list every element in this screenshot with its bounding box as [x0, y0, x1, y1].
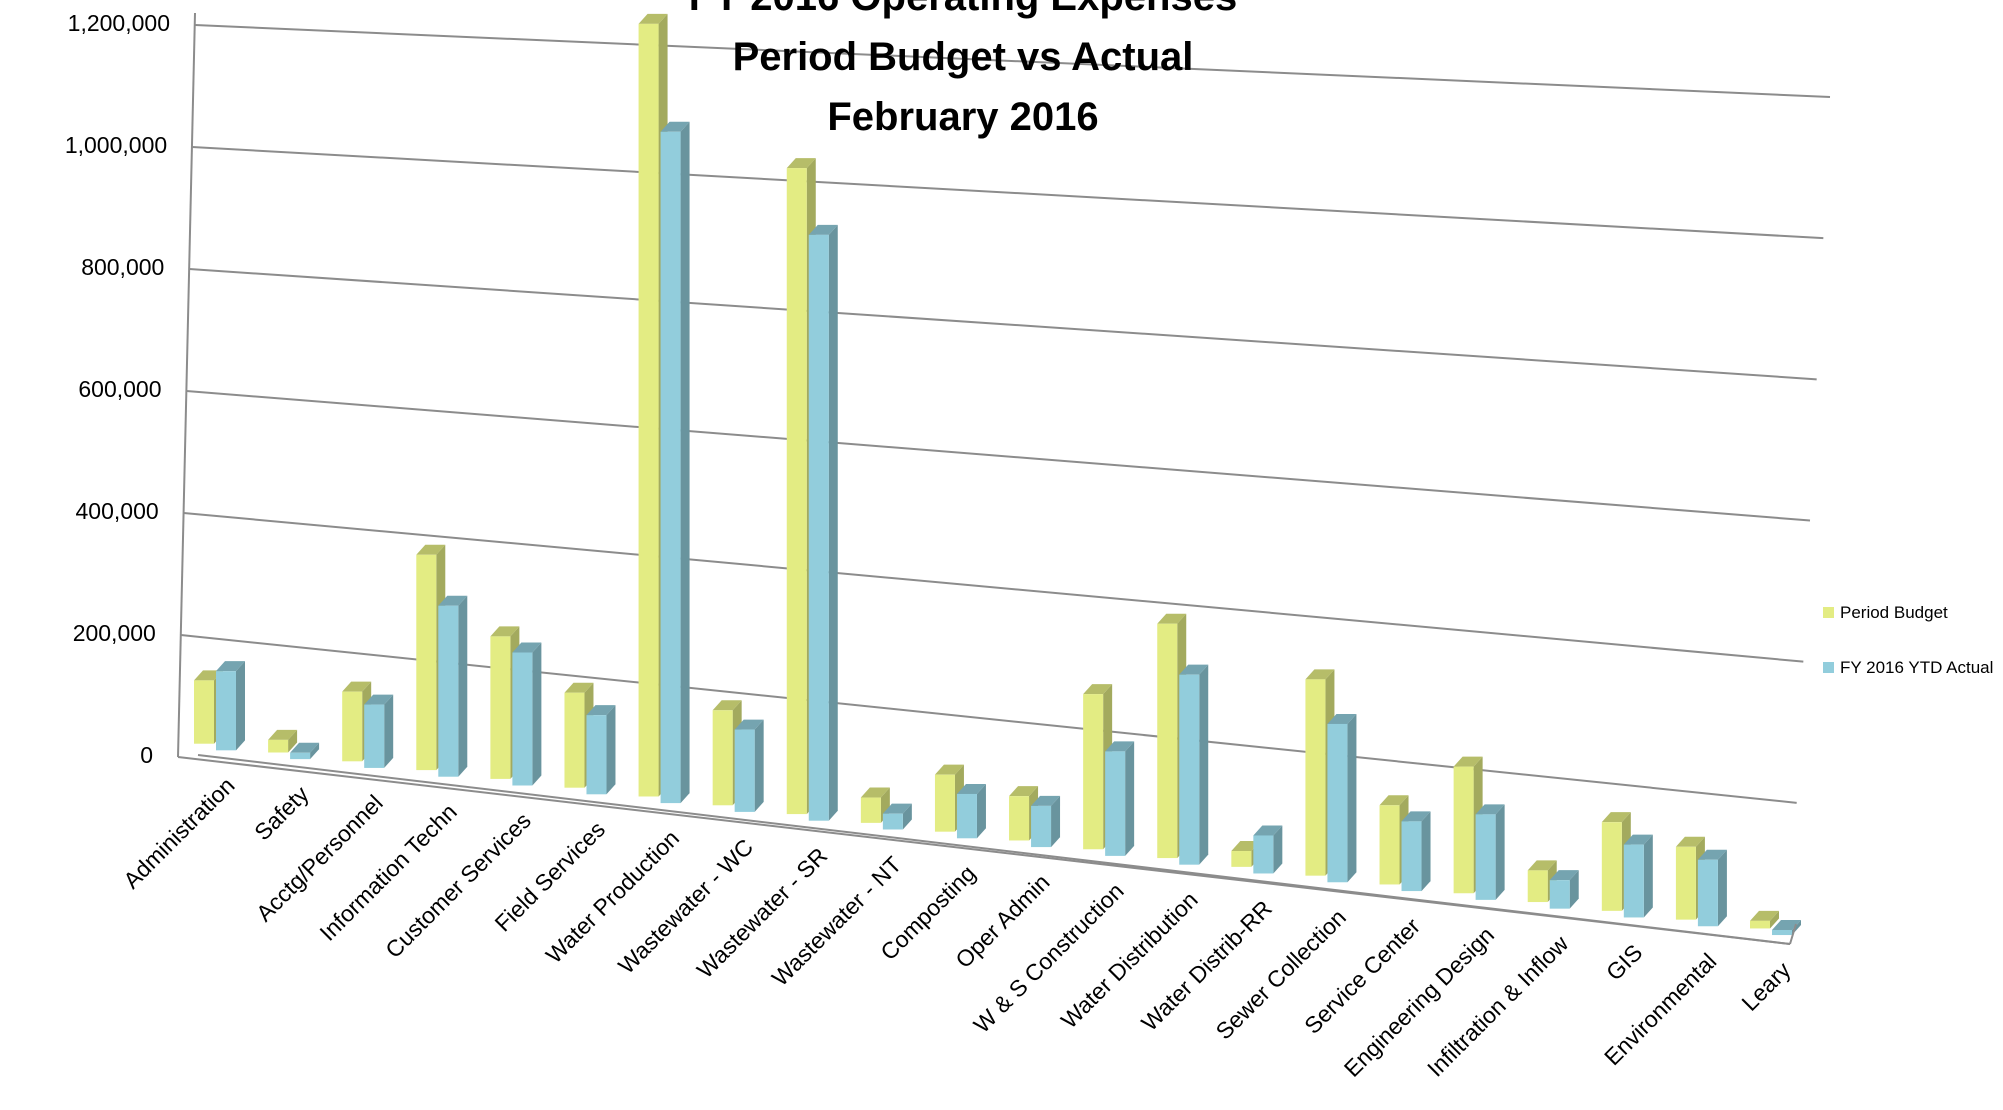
gridline	[194, 24, 1831, 98]
bar-actual	[956, 783, 986, 839]
gridline	[183, 512, 1804, 663]
y-tick-label: 400,000	[76, 498, 159, 524]
x-tick-label: Safety	[249, 781, 314, 846]
y-tick-labels: 0 200,000 400,000 600,000 800,000 1,000,000 1,…	[65, 10, 170, 768]
bar-actual	[1549, 870, 1579, 909]
chart-title-line-1: FY 2016 Operating Expenses	[689, 0, 1237, 19]
y-tick-label: 200,000	[73, 620, 156, 646]
bar-actual	[1475, 804, 1505, 900]
x-tick-label: Administration	[118, 772, 239, 893]
chart-title: FY 2016 Operating Expenses Period Budget…	[689, 0, 1237, 139]
bar-actual	[586, 705, 616, 795]
bars	[194, 13, 1801, 936]
bar-actual	[808, 224, 838, 821]
legend-swatch	[1823, 662, 1834, 673]
y-tick-label: 800,000	[81, 254, 164, 280]
bar-actual	[1179, 664, 1209, 865]
y-axis	[177, 12, 196, 758]
gridline	[192, 146, 1824, 240]
x-tick-label: Infiltration & Inflow	[1422, 930, 1574, 1082]
legend: Period Budget FY 2016 YTD Actual	[1823, 603, 1993, 677]
bar-actual	[1401, 811, 1431, 892]
bar-actual	[1327, 713, 1357, 883]
x-tick-label: Information Techn	[314, 798, 461, 945]
chart-title-line-2: Period Budget vs Actual	[733, 35, 1194, 79]
y-tick-label: 600,000	[78, 376, 161, 402]
bar-actual	[290, 742, 320, 760]
x-tick-label: Engineering Design	[1339, 922, 1499, 1082]
y-tick-label: 0	[140, 742, 153, 768]
bar-actual	[438, 595, 468, 777]
axes	[177, 12, 1797, 945]
x-tick-label: Water Distribution	[1056, 886, 1203, 1033]
gridline	[186, 390, 1811, 522]
bar-budget	[1750, 910, 1779, 929]
x-tick-label: Leary	[1736, 956, 1795, 1015]
y-tick-label: 1,000,000	[65, 132, 167, 158]
bar-actual	[1623, 834, 1653, 918]
bar-actual	[1105, 741, 1135, 856]
x-tick-label: W & S Construction	[968, 878, 1128, 1038]
bar-actual	[1031, 795, 1061, 848]
y-tick-label: 1,200,000	[68, 10, 170, 36]
legend-swatch	[1823, 607, 1834, 618]
x-tick-label: Customer Services	[380, 807, 536, 963]
axis-end	[1789, 923, 1797, 945]
legend-label: FY 2016 YTD Actual	[1840, 658, 1993, 677]
bar-actual	[1697, 849, 1727, 927]
bar-actual	[734, 719, 764, 812]
chart-title-line-3: February 2016	[827, 95, 1098, 139]
bar-actual	[1253, 825, 1283, 874]
bar-actual	[660, 121, 690, 804]
bar-actual	[216, 661, 245, 751]
bar-actual	[882, 803, 912, 830]
legend-label: Period Budget	[1840, 603, 1948, 622]
x-axis	[197, 754, 1791, 945]
bar-actual	[512, 642, 542, 786]
bar-budget	[268, 729, 298, 753]
gridline	[189, 268, 1817, 381]
bar-actual	[1772, 919, 1801, 936]
x-tick-label: GIS	[1601, 939, 1647, 985]
bar-actual	[364, 694, 394, 768]
gridlines	[177, 24, 1831, 945]
